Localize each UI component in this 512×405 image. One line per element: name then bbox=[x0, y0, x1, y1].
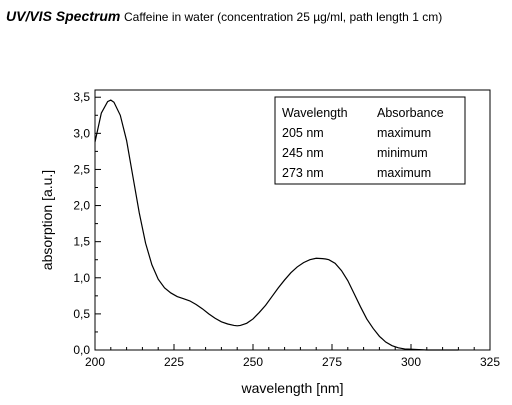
tick-labels: 200 225 250 275 300 325 0,0 0,5 1,0 1,5 2,0 2,5 3,0 3… bbox=[73, 90, 500, 369]
absorbance-table: Wavelength Absorbance 205 nm maximum 245… bbox=[274, 96, 466, 185]
y-axis-label: absorption [a.u.] bbox=[39, 170, 55, 270]
x-tick-label: 250 bbox=[243, 355, 263, 369]
x-tick-label: 300 bbox=[401, 355, 421, 369]
table-cell: 205 nm bbox=[282, 126, 324, 140]
y-tick-label: 1,0 bbox=[73, 271, 90, 285]
table-cell: maximum bbox=[377, 126, 431, 140]
chart-title-block: UV/VIS Spectrum Caffeine in water (conce… bbox=[6, 8, 442, 24]
y-tick-label: 2,0 bbox=[73, 199, 90, 213]
table-header-wavelength: Wavelength bbox=[282, 106, 348, 120]
x-tick-label: 200 bbox=[85, 355, 105, 369]
x-tick-label: 275 bbox=[322, 355, 342, 369]
plot-frame bbox=[94, 89, 491, 351]
y-tick-label: 3,0 bbox=[73, 126, 90, 140]
y-tick-label: 0,5 bbox=[73, 307, 90, 321]
table-cell: 245 nm bbox=[282, 146, 324, 160]
chart-title: UV/VIS Spectrum bbox=[6, 8, 121, 24]
absorption-curve bbox=[94, 99, 459, 351]
table-cell: 273 nm bbox=[282, 166, 324, 180]
x-tick-label: 325 bbox=[480, 355, 500, 369]
table-header-absorbance: Absorbance bbox=[377, 106, 444, 120]
table-cell: minimum bbox=[377, 146, 428, 160]
chart-subtitle: Caffeine in water (concentration 25 µg/m… bbox=[124, 10, 443, 24]
x-axis-label: wavelength [nm] bbox=[241, 380, 344, 396]
y-tick-label: 0,0 bbox=[73, 343, 90, 357]
x-tick-label: 225 bbox=[164, 355, 184, 369]
table-box bbox=[274, 96, 466, 185]
y-tick-label: 3,5 bbox=[73, 90, 90, 104]
y-tick-label: 1,5 bbox=[73, 235, 90, 249]
table-cell: maximum bbox=[377, 166, 431, 180]
y-tick-label: 2,5 bbox=[73, 162, 90, 176]
